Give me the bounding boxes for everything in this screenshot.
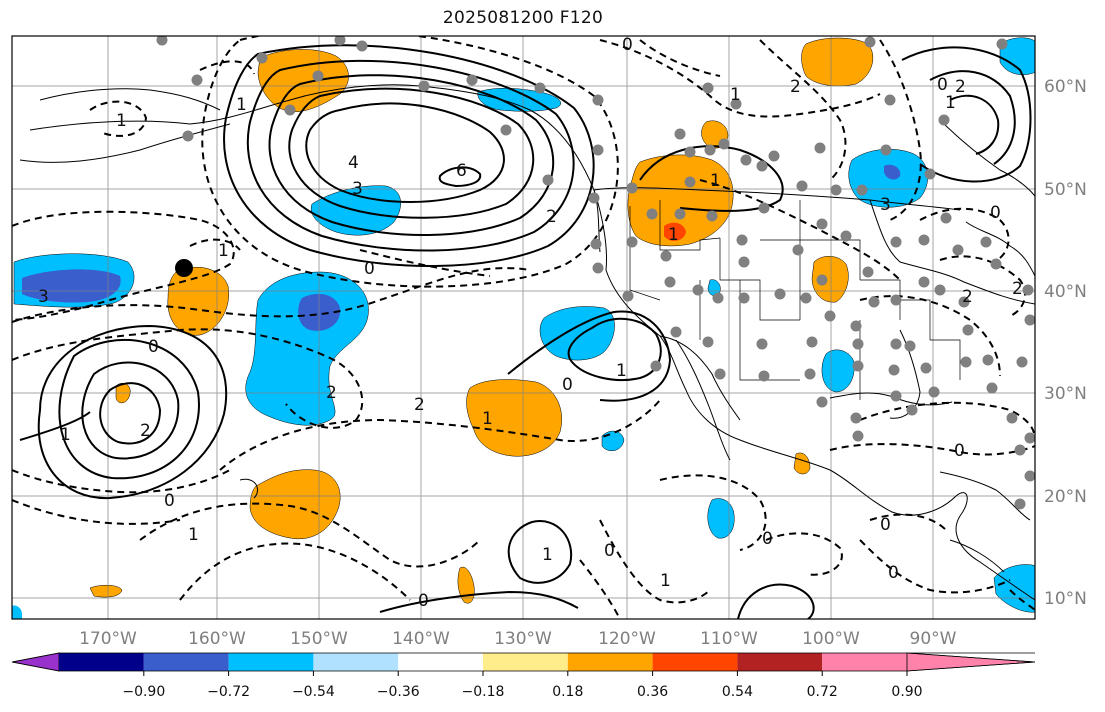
- contour-label: 1: [188, 525, 199, 545]
- colorbar: −0.90 −0.72 −0.54 −0.36 −0.18 0.18 0.36 …: [11, 652, 1036, 700]
- colorbar-segment: [11, 652, 60, 672]
- map-area: 0 0 1 2 3 4 6 1 0 2 3 1 2 2 1 0 1 1 1 0 …: [12, 35, 1035, 619]
- colorbar-segment: [906, 652, 1036, 672]
- contour-label: 0: [604, 541, 615, 561]
- contour-label: 0: [148, 337, 159, 357]
- contour-label: 0: [364, 259, 375, 279]
- lat-label: 30°N: [1044, 384, 1087, 404]
- colorbar-tick-label: −0.18: [462, 684, 505, 700]
- latitude-labels: 60°N 50°N 40°N 30°N 20°N 10°N: [1044, 77, 1087, 609]
- lon-label: 100°W: [802, 629, 860, 649]
- lon-label: 110°W: [700, 629, 758, 649]
- contour-label: 2: [962, 287, 973, 307]
- lon-label: 120°W: [598, 629, 656, 649]
- contour-label: 1: [116, 111, 127, 131]
- contour-label: 0: [990, 203, 1001, 223]
- state-borders: [629, 200, 961, 400]
- contour-label: 1: [482, 409, 493, 429]
- lat-label: 20°N: [1044, 487, 1087, 507]
- contour-label: 2: [955, 77, 966, 97]
- contour-label: 3: [880, 195, 891, 215]
- colorbar-segment: [483, 653, 568, 671]
- contour-label: 3: [352, 179, 363, 199]
- colorbar-tick-label: 0.90: [891, 684, 922, 700]
- contour-label: 1: [218, 241, 229, 261]
- contour-label: 6: [456, 161, 467, 181]
- station-markers: [156, 36, 1035, 510]
- contour-label: 2: [1012, 279, 1023, 299]
- lat-label: 60°N: [1044, 77, 1087, 97]
- anomaly-shading: [12, 37, 1035, 619]
- colorbar-segment: [313, 653, 399, 671]
- colorbar-tick-label: −0.54: [292, 684, 335, 700]
- contour-label: 1: [945, 93, 956, 113]
- contour-label: 0: [888, 563, 899, 583]
- contour-label: 2: [140, 421, 151, 441]
- contour-label: 1: [236, 95, 247, 115]
- lon-label: 90°W: [910, 629, 957, 649]
- contour-label: 0: [562, 375, 573, 395]
- contour-label: 1: [668, 225, 679, 245]
- contour-label: 1: [60, 425, 71, 445]
- lon-label: 170°W: [79, 629, 137, 649]
- contour-label: 2: [326, 383, 337, 403]
- colorbar-tick-label: 0.18: [552, 684, 583, 700]
- colorbar-tick-label: −0.72: [207, 684, 250, 700]
- colorbar-segment: [822, 653, 907, 671]
- colorbar-outline: [11, 652, 1036, 672]
- lon-label: 150°W: [290, 629, 348, 649]
- longitude-labels: 170°W 160°W 150°W 140°W 130°W 120°W 110°…: [79, 629, 957, 649]
- colorbar-tick-label: −0.90: [122, 684, 165, 700]
- map-title: 2025081200 F120: [442, 8, 604, 28]
- contour-label: 0: [954, 441, 965, 461]
- lon-label: 130°W: [494, 629, 552, 649]
- lat-label: 40°N: [1044, 282, 1087, 302]
- colorbar-segment: [398, 653, 483, 671]
- contour-label: 4: [348, 153, 359, 173]
- contour-label: 2: [790, 77, 801, 97]
- colorbar-tick-label: 0.36: [637, 684, 668, 700]
- contour-label: 1: [616, 361, 627, 381]
- contour-labels: 0 0 1 2 3 4 6 1 0 2 3 1 2 2 1 0 1 1 1 0 …: [38, 35, 1023, 611]
- contour-label: 2: [546, 207, 557, 227]
- contour-label: 0: [164, 491, 175, 511]
- contour-label: 1: [542, 545, 553, 565]
- map-frame: [11, 35, 1036, 620]
- lon-label: 160°W: [188, 629, 246, 649]
- contour-label: 2: [414, 395, 425, 415]
- contour-label: 1: [710, 171, 721, 191]
- colorbar-tick-label: −0.36: [377, 684, 420, 700]
- colorbar-segment: [567, 653, 653, 671]
- colorbar-segment: [737, 653, 823, 671]
- contour-label: 0: [937, 75, 948, 95]
- highlight-marker: [175, 259, 193, 277]
- colorbar-segment: [59, 653, 144, 671]
- contour-label: 3: [38, 287, 49, 307]
- lat-label: 50°N: [1044, 180, 1087, 200]
- colorbar-tick-label: 0.72: [807, 684, 838, 700]
- contour-label: 0: [622, 35, 633, 55]
- colorbar-segment: [652, 653, 738, 671]
- colorbar-segment: [228, 653, 314, 671]
- lon-label: 140°W: [392, 629, 450, 649]
- colorbar-segment: [143, 653, 229, 671]
- colorbar-tick-label: 0.54: [722, 684, 753, 700]
- lat-label: 10°N: [1044, 589, 1087, 609]
- contour-label: 1: [730, 85, 741, 105]
- contour-label: 1: [660, 571, 671, 591]
- contour-lines: [12, 36, 1035, 619]
- contour-label: 0: [762, 529, 773, 549]
- contour-label: 0: [880, 515, 891, 535]
- contour-label: 0: [418, 591, 429, 611]
